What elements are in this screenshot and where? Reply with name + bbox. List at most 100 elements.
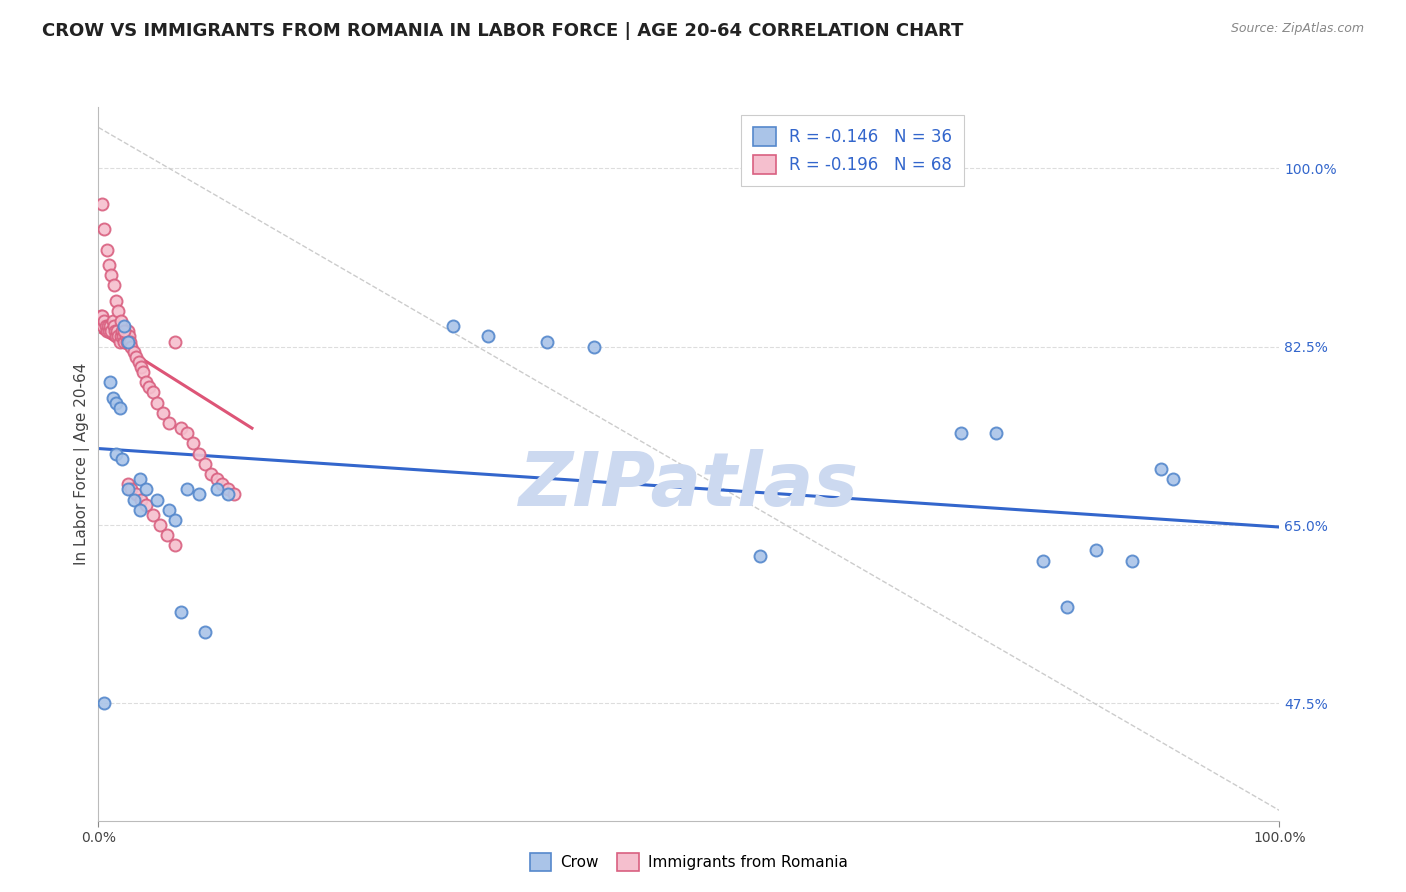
Point [583, 340, 606, 354]
Point [949, 426, 972, 441]
Point [1085, 543, 1108, 558]
Point [105, 395, 128, 409]
Point [120, 334, 142, 349]
Point [112, 329, 135, 343]
Point [121, 483, 143, 497]
Point [105, 293, 128, 308]
Point [111, 324, 134, 338]
Point [98, 258, 121, 272]
Point [224, 487, 246, 501]
Point [122, 344, 145, 359]
Point [157, 416, 180, 430]
Point [170, 421, 193, 435]
Point [129, 359, 152, 374]
Point [112, 324, 135, 338]
Point [91, 197, 114, 211]
Point [93, 697, 115, 711]
Point [157, 502, 180, 516]
Point [156, 528, 179, 542]
Point [176, 483, 198, 497]
Point [149, 518, 172, 533]
Point [117, 324, 139, 338]
Point [176, 426, 198, 441]
Point [129, 492, 152, 507]
Point [125, 487, 148, 501]
Point [1150, 462, 1173, 476]
Point [118, 329, 141, 343]
Point [117, 477, 139, 491]
Point [110, 329, 132, 343]
Point [101, 314, 124, 328]
Point [103, 319, 125, 334]
Point [194, 457, 217, 471]
Point [211, 477, 233, 491]
Point [181, 436, 204, 450]
Point [91, 319, 114, 334]
Point [152, 406, 174, 420]
Point [128, 472, 150, 486]
Point [98, 319, 121, 334]
Point [170, 605, 193, 619]
Point [114, 329, 136, 343]
Point [441, 319, 464, 334]
Point [100, 268, 122, 283]
Point [187, 447, 209, 461]
Point [97, 319, 120, 334]
Point [122, 492, 145, 507]
Point [138, 380, 160, 394]
Point [125, 350, 148, 364]
Point [93, 222, 115, 236]
Point [110, 314, 132, 328]
Point [108, 334, 131, 349]
Point [100, 324, 122, 338]
Point [108, 401, 131, 415]
Point [96, 243, 118, 257]
Point [107, 329, 129, 343]
Point [107, 304, 129, 318]
Point [105, 324, 128, 338]
Point [93, 314, 115, 328]
Point [135, 483, 157, 497]
Point [91, 309, 114, 323]
Point [984, 426, 1007, 441]
Point [98, 376, 121, 390]
Point [105, 329, 128, 343]
Point [104, 324, 127, 338]
Point [96, 324, 118, 338]
Point [115, 334, 138, 349]
Point [187, 487, 209, 501]
Point [128, 355, 150, 369]
Point [1161, 472, 1184, 486]
Point [748, 549, 770, 563]
Point [135, 376, 157, 390]
Point [217, 487, 239, 501]
Point [217, 483, 239, 497]
Point [146, 395, 169, 409]
Point [536, 334, 558, 349]
Text: CROW VS IMMIGRANTS FROM ROMANIA IN LABOR FORCE | AGE 20-64 CORRELATION CHART: CROW VS IMMIGRANTS FROM ROMANIA IN LABOR… [42, 22, 963, 40]
Point [194, 625, 217, 640]
Point [112, 334, 135, 349]
Point [205, 483, 228, 497]
Point [132, 365, 155, 379]
Point [98, 324, 121, 338]
Point [165, 334, 187, 349]
Point [94, 319, 117, 334]
Point [1121, 554, 1143, 568]
Text: ZIPatlas: ZIPatlas [519, 449, 859, 522]
Point [146, 492, 169, 507]
Point [200, 467, 222, 481]
Point [477, 329, 499, 343]
Point [101, 391, 124, 405]
Point [142, 508, 165, 522]
Legend: Crow, Immigrants from Romania: Crow, Immigrants from Romania [524, 847, 853, 877]
Point [128, 502, 150, 516]
Point [205, 472, 228, 486]
Text: Source: ZipAtlas.com: Source: ZipAtlas.com [1230, 22, 1364, 36]
Point [165, 538, 187, 552]
Point [90, 309, 112, 323]
Point [1032, 554, 1054, 568]
Point [112, 319, 135, 334]
Point [121, 340, 143, 354]
Point [135, 498, 157, 512]
